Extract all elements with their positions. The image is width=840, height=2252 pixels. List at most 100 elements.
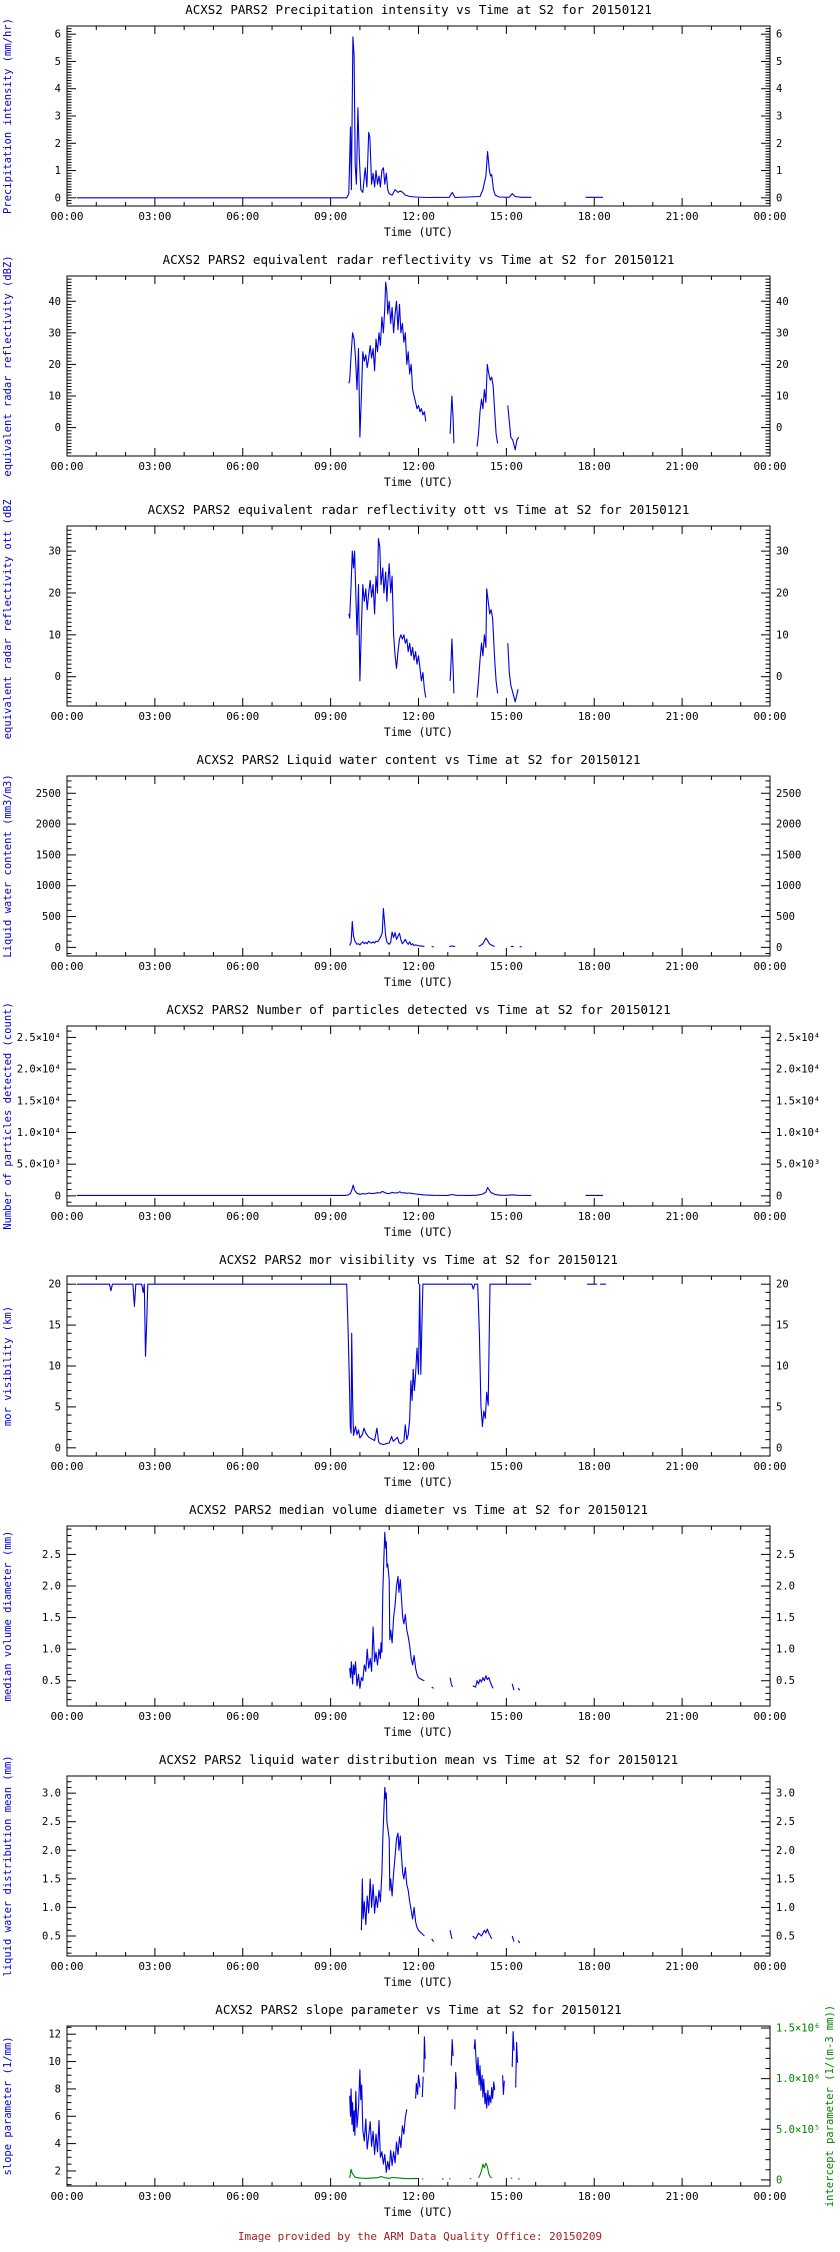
plot-equivalent-radar-reflectivity-ott: ACXS2 PARS2 equivalent radar reflectivit… — [0, 500, 840, 750]
equivalent-radar-reflectivity-line — [508, 406, 519, 450]
left-y-axis-ticks — [67, 526, 76, 706]
x-tick-label: 21:00 — [666, 1460, 699, 1473]
x-tick-label: 15:00 — [490, 960, 523, 973]
right-y-tick-label: 1000 — [776, 880, 801, 892]
right-y-axis-ticks — [761, 276, 770, 456]
x-tick-label: 03:00 — [138, 960, 171, 973]
plot-title: ACXS2 PARS2 liquid water distribution me… — [159, 1752, 678, 1767]
x-tick-label: 18:00 — [578, 1960, 611, 1973]
y-axis-label: Liquid water content (mm3/m3) — [2, 774, 14, 957]
left-y-tick-label: 2.5 — [42, 1816, 61, 1828]
x-tick-label: 06:00 — [226, 460, 259, 473]
left-y-tick-label: 10 — [48, 391, 61, 403]
left-y-tick-label: 5 — [55, 56, 61, 68]
x-tick-label: 09:00 — [314, 460, 347, 473]
right-y-tick-label: 0 — [776, 2174, 782, 2186]
x-axis-label: Time (UTC) — [384, 725, 453, 739]
right-y-axis-label: intercept parameter (1/(m-3 mm)) — [824, 2005, 836, 2207]
left-y-tick-label: 0.5 — [42, 1675, 61, 1687]
right-y-tick-label: 0 — [776, 192, 782, 204]
right-y-tick-label: 1.0×10⁴ — [776, 1127, 820, 1139]
x-tick-label: 21:00 — [666, 1710, 699, 1723]
left-y-tick-label: 12 — [48, 2029, 61, 2041]
left-y-axis-ticks — [67, 1276, 76, 1456]
slope-parameter-line — [516, 2042, 518, 2087]
left-y-tick-label: 10 — [48, 2056, 61, 2068]
left-y-tick-label: 0 — [55, 942, 61, 954]
x-tick-label: 12:00 — [402, 1960, 435, 1973]
x-axis-label: Time (UTC) — [384, 1475, 453, 1489]
left-y-tick-label: 40 — [48, 296, 61, 308]
x-tick-label: 21:00 — [666, 1210, 699, 1223]
median-volume-diameter-series — [350, 1532, 520, 1690]
intercept-parameter-line — [479, 2163, 492, 2178]
x-tick-label: 12:00 — [402, 210, 435, 223]
x-tick-label: 06:00 — [226, 1210, 259, 1223]
left-y-tick-label: 1.0×10⁴ — [17, 1127, 61, 1139]
median-volume-diameter-line — [512, 1684, 514, 1690]
x-axis-ticks — [67, 1776, 770, 1956]
left-y-tick-label: 3.0 — [42, 1788, 61, 1800]
x-tick-label: 18:00 — [578, 460, 611, 473]
slope-parameter-line — [350, 2070, 407, 2173]
x-tick-label: 00:00 — [50, 710, 83, 723]
plot-title: ACXS2 PARS2 Liquid water content vs Time… — [196, 752, 640, 767]
x-tick-label: 00:00 — [50, 460, 83, 473]
right-y-tick-label: 0 — [776, 671, 782, 683]
liquid-water-content-line — [350, 909, 425, 947]
x-axis-label: Time (UTC) — [384, 475, 453, 489]
left-y-tick-label: 0 — [55, 1190, 61, 1202]
plot-equivalent-radar-reflectivity: ACXS2 PARS2 equivalent radar reflectivit… — [0, 250, 840, 500]
left-y-tick-label: 3 — [55, 111, 61, 123]
left-y-tick-label: 15 — [48, 1320, 61, 1332]
slope-parameter-line — [416, 2075, 420, 2098]
x-tick-label: 06:00 — [226, 2190, 259, 2203]
right-y-tick-label: 10 — [776, 1361, 789, 1373]
left-y-tick-label: 4 — [55, 83, 61, 95]
x-tick-label: 06:00 — [226, 1960, 259, 1973]
right-y-tick-label: 0 — [776, 942, 782, 954]
left-y-axis-ticks — [67, 1776, 76, 1953]
x-axis-label: Time (UTC) — [384, 1975, 453, 1989]
right-y-tick-label: 2.0 — [776, 1581, 795, 1593]
right-y-tick-label: 2500 — [776, 788, 801, 800]
slope-parameter-line — [503, 2075, 505, 2094]
slope-parameter-series — [350, 2032, 518, 2173]
right-y-tick-label: 20 — [776, 587, 789, 599]
plot-frame — [67, 776, 770, 956]
liquid-water-content-line — [479, 938, 495, 946]
x-tick-label: 00:00 — [753, 710, 786, 723]
equivalent-radar-reflectivity-series — [349, 282, 519, 449]
liquid-water-distribution-mean-series — [361, 1787, 519, 1943]
right-y-tick-label: 5 — [776, 1401, 782, 1413]
right-y-tick-label: 15 — [776, 1320, 789, 1332]
right-y-tick-label: 30 — [776, 546, 789, 558]
left-y-tick-label: 10 — [48, 1361, 61, 1373]
plot-frame — [67, 1526, 770, 1706]
x-tick-label: 12:00 — [402, 1210, 435, 1223]
right-y-tick-label: 30 — [776, 327, 789, 339]
equivalent-radar-reflectivity-ott-series — [349, 539, 518, 702]
left-y-tick-label: 2.0 — [42, 1845, 61, 1857]
right-y-tick-label: 1 — [776, 165, 782, 177]
x-tick-label: 12:00 — [402, 460, 435, 473]
plot-title: ACXS2 PARS2 mor visibility vs Time at S2… — [219, 1252, 618, 1267]
plot-frame — [67, 1776, 770, 1956]
left-y-tick-label: 6 — [55, 29, 61, 41]
right-y-tick-label: 2.5 — [776, 1816, 795, 1828]
number-of-particles-detected-series — [77, 1185, 603, 1195]
intercept-parameter-line — [511, 2178, 512, 2179]
x-tick-label: 06:00 — [226, 210, 259, 223]
plot-slope-parameter: ACXS2 PARS2 slope parameter vs Time at S… — [0, 2000, 840, 2228]
left-y-tick-label: 0 — [55, 422, 61, 434]
left-y-tick-label: 5.0×10³ — [17, 1159, 61, 1171]
x-axis-ticks — [67, 776, 770, 956]
left-y-axis-ticks — [67, 1529, 76, 1706]
y-axis-label: Number of particles detected (count) — [2, 1002, 14, 1230]
right-y-tick-label: 5.0×10³ — [776, 1159, 820, 1171]
right-y-tick-label: 0 — [776, 1442, 782, 1454]
x-axis-ticks — [67, 526, 770, 706]
x-tick-label: 21:00 — [666, 460, 699, 473]
x-tick-label: 06:00 — [226, 710, 259, 723]
right-y-axis-ticks — [761, 1031, 770, 1202]
